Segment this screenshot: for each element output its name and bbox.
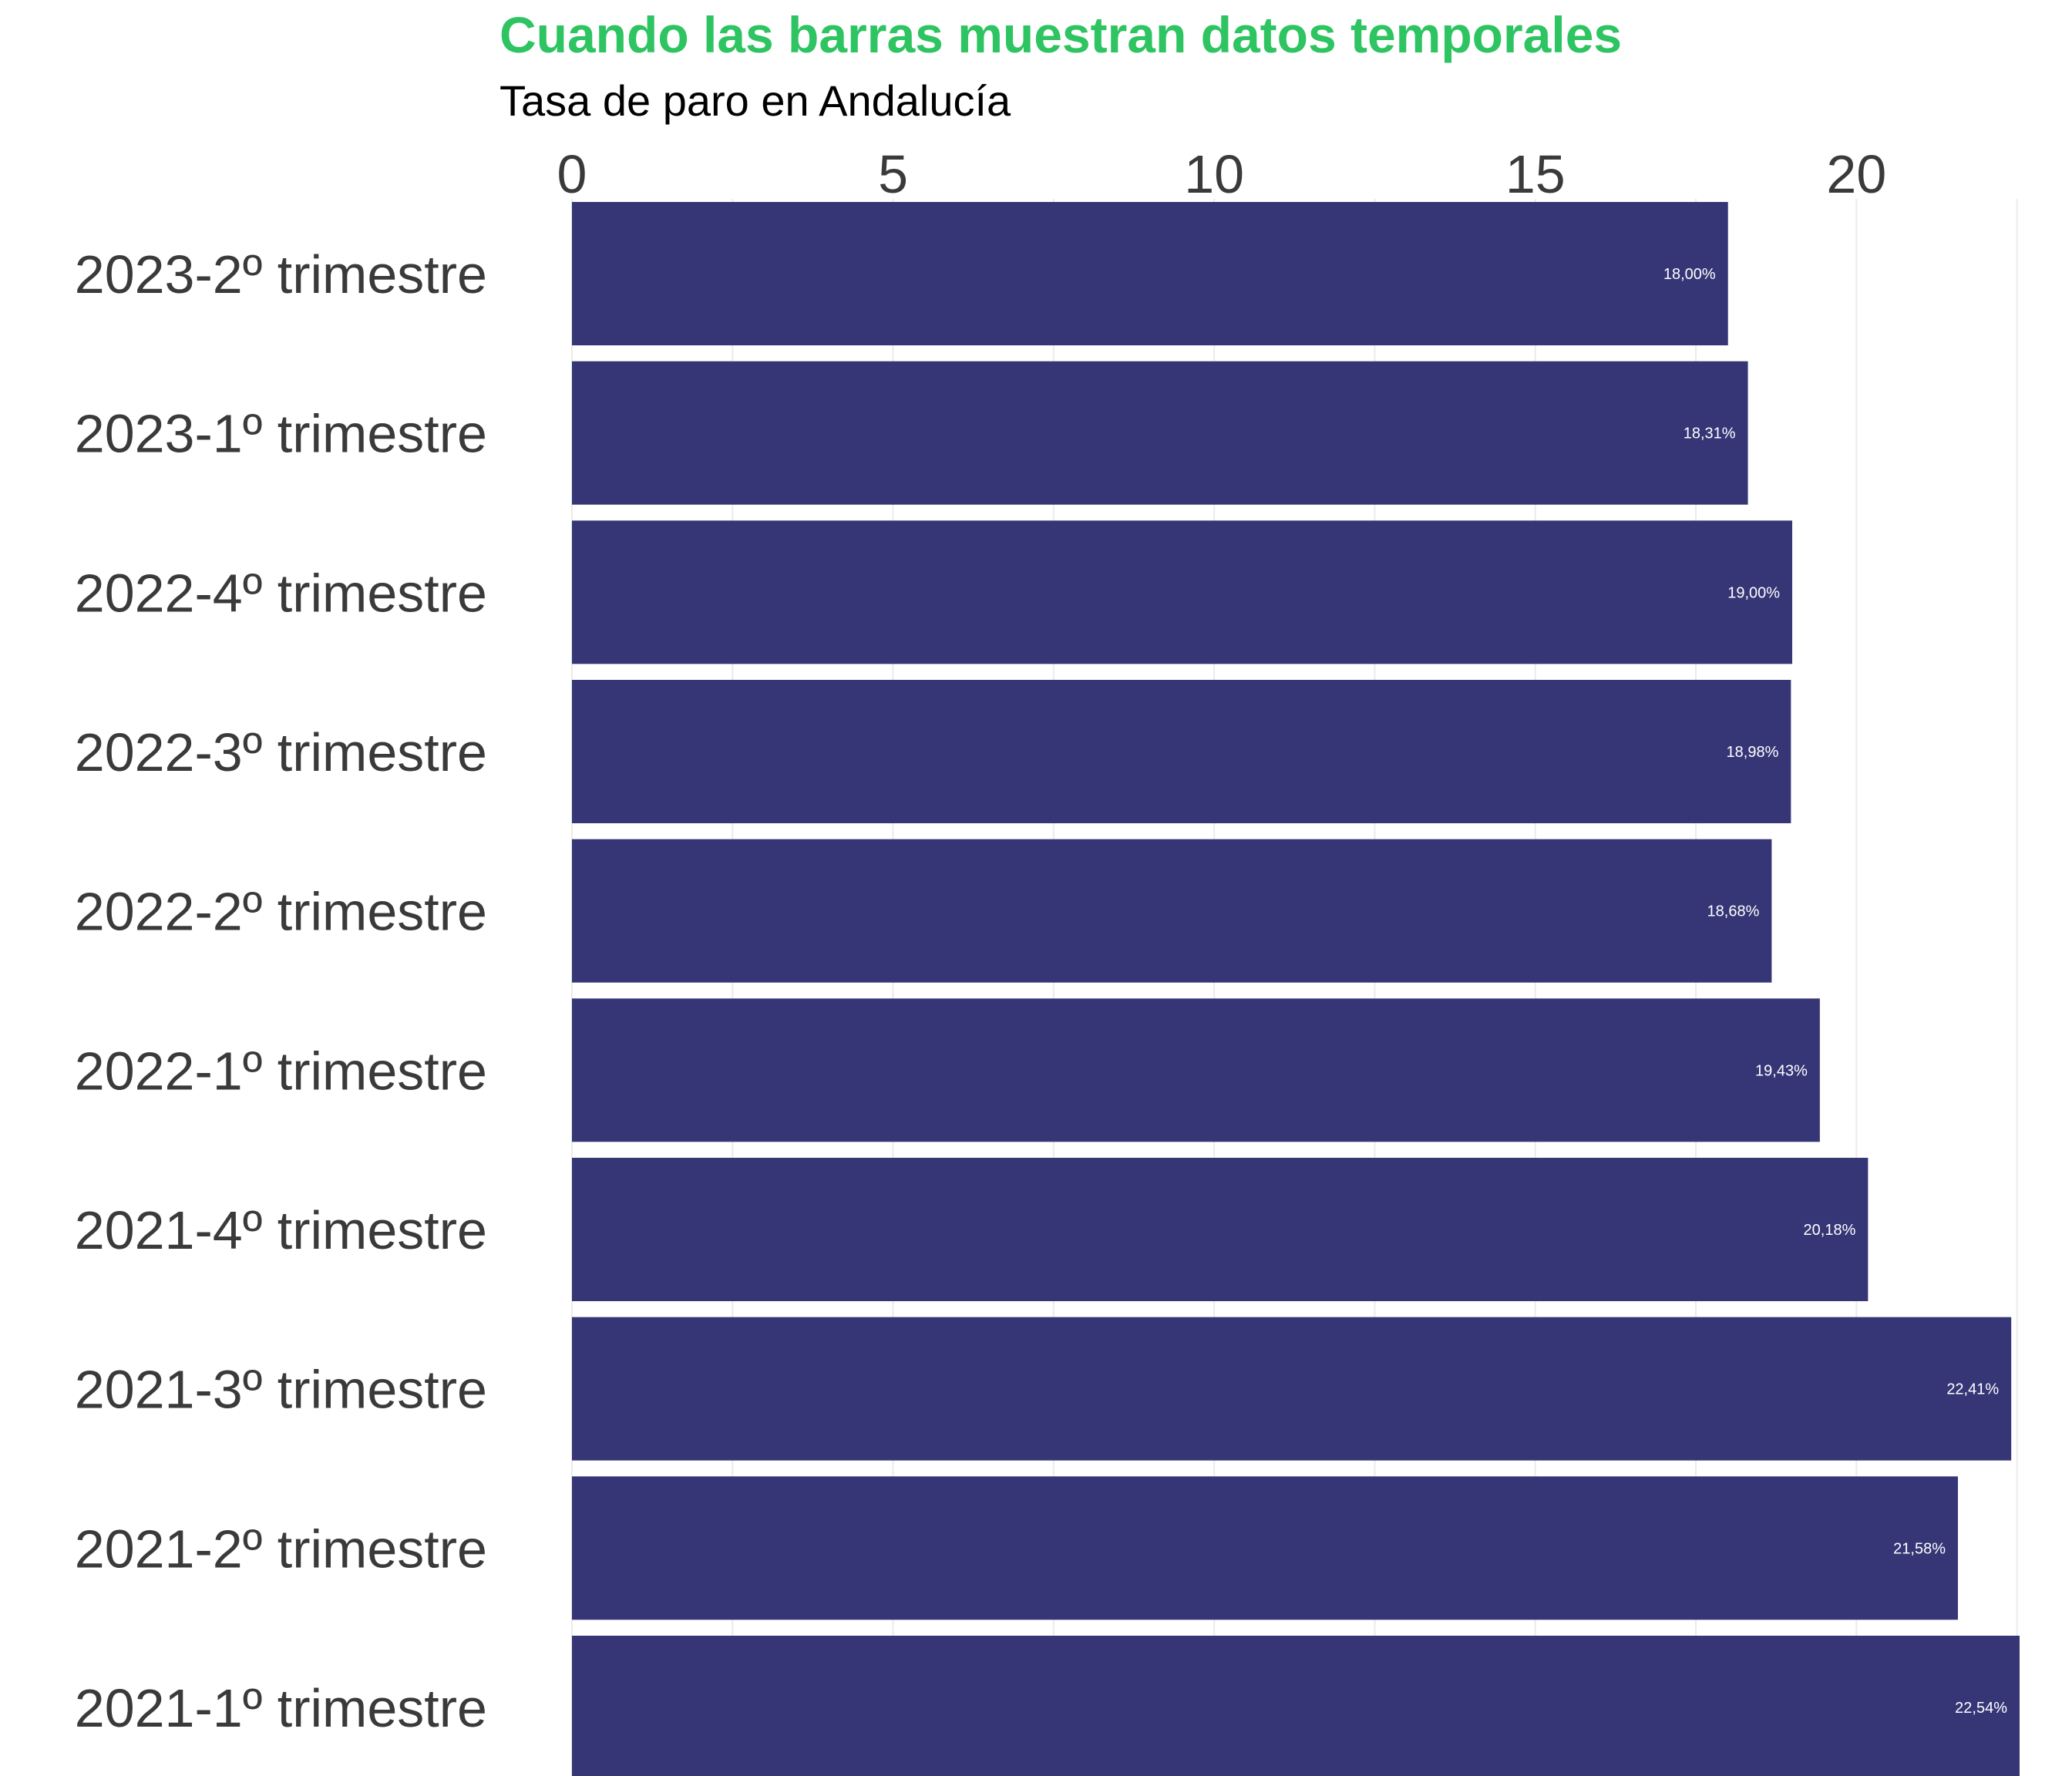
y-tick-label: 2022-3º trimestre xyxy=(75,722,487,782)
y-tick-label: 2021-1º trimestre xyxy=(75,1678,487,1738)
data-label: 19,00% xyxy=(1727,584,1780,601)
data-label: 18,68% xyxy=(1707,903,1760,920)
bar xyxy=(572,1158,1868,1301)
bar xyxy=(572,1317,2012,1461)
data-label: 18,00% xyxy=(1663,266,1716,283)
x-tick-label: 20 xyxy=(1826,144,1886,204)
x-axis-ticks: 0 5 10 15 20 xyxy=(557,144,1887,204)
x-tick-label: 0 xyxy=(557,144,587,204)
bars xyxy=(572,202,2020,1776)
data-label: 22,41% xyxy=(1946,1381,1999,1398)
data-label: 21,58% xyxy=(1893,1540,1946,1557)
bar xyxy=(572,202,1728,345)
bar xyxy=(572,998,1820,1142)
data-labels: 18,00% 18,31% 19,00% 18,98% 18,68% 19,43% 20,1… xyxy=(1663,266,2007,1717)
data-label: 19,43% xyxy=(1755,1062,1808,1079)
x-tick-label: 10 xyxy=(1184,144,1244,204)
y-tick-label: 2022-1º trimestre xyxy=(75,1041,487,1101)
chart-subtitle: Tasa de paro en Andalucía xyxy=(500,76,1011,125)
bar xyxy=(572,1636,2020,1776)
bar xyxy=(572,520,1793,664)
y-tick-label: 2023-1º trimestre xyxy=(75,404,487,464)
bar xyxy=(572,1476,1959,1620)
y-axis-labels: 2023-2º trimestre 2023-1º trimestre 2022-4… xyxy=(75,244,487,1738)
data-label: 18,98% xyxy=(1727,744,1779,761)
x-tick-label: 5 xyxy=(878,144,908,204)
y-tick-label: 2022-4º trimestre xyxy=(75,563,487,623)
bar xyxy=(572,680,1791,823)
bar xyxy=(572,361,1748,505)
x-tick-label: 15 xyxy=(1505,144,1566,204)
bar xyxy=(572,839,1772,983)
y-tick-label: 2021-2º trimestre xyxy=(75,1519,487,1579)
chart-title: Cuando las barras muestran datos tempora… xyxy=(500,6,1622,63)
y-tick-label: 2021-4º trimestre xyxy=(75,1200,487,1260)
y-tick-label: 2023-2º trimestre xyxy=(75,244,487,304)
data-label: 22,54% xyxy=(1955,1700,2007,1717)
y-tick-label: 2021-3º trimestre xyxy=(75,1360,487,1420)
data-label: 20,18% xyxy=(1804,1222,1856,1239)
data-label: 18,31% xyxy=(1684,426,1736,442)
y-tick-label: 2022-2º trimestre xyxy=(75,882,487,942)
